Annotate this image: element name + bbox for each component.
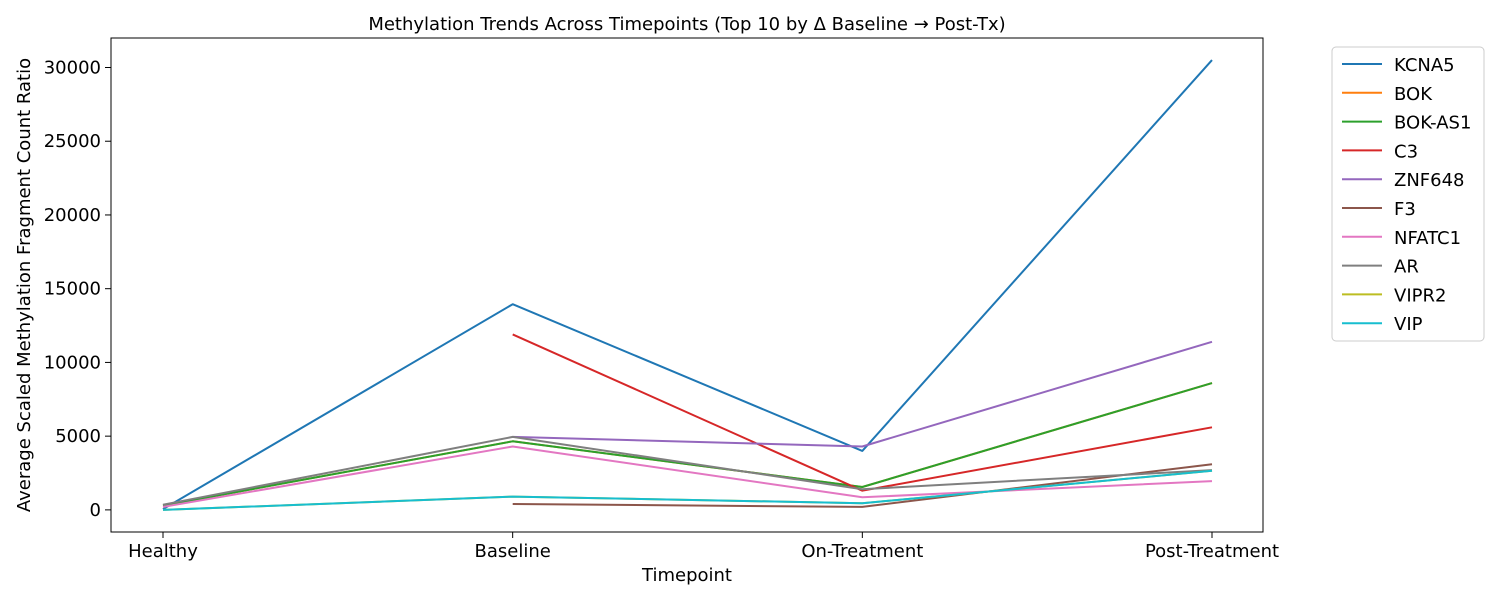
x-tick-label: Baseline bbox=[475, 541, 551, 562]
legend-label: BOK bbox=[1394, 84, 1433, 105]
legend-label: NFATC1 bbox=[1394, 228, 1461, 249]
y-tick-label: 10000 bbox=[44, 352, 101, 373]
legend-item: AR bbox=[1342, 257, 1419, 278]
legend-label: VIP bbox=[1394, 314, 1423, 335]
plot-frame bbox=[110, 37, 1264, 533]
legend-label: F3 bbox=[1394, 199, 1416, 220]
legend-item: NFATC1 bbox=[1342, 228, 1461, 249]
x-axis-title: Timepoint bbox=[641, 565, 732, 586]
y-tick-label: 30000 bbox=[44, 57, 101, 78]
legend-item: VIPR2 bbox=[1342, 285, 1446, 306]
y-axis: 0 5000 10000 15000 20000 25000 30000 bbox=[44, 57, 111, 521]
y-axis-title: Average Scaled Methylation Fragment Coun… bbox=[14, 58, 35, 512]
legend-label: KCNA5 bbox=[1394, 55, 1455, 76]
legend-box bbox=[1331, 46, 1485, 342]
legend-item: BOK bbox=[1342, 84, 1433, 105]
y-tick-label: 25000 bbox=[44, 131, 101, 152]
series-line-kcna5 bbox=[162, 59, 1213, 510]
legend-item: F3 bbox=[1342, 199, 1416, 220]
legend-label: VIPR2 bbox=[1394, 285, 1446, 306]
x-tick-label: Healthy bbox=[128, 541, 198, 562]
legend-item: VIP bbox=[1342, 314, 1423, 335]
x-axis: Healthy Baseline On-Treatment Post-Treatmen… bbox=[128, 532, 1279, 562]
legend-item: KCNA5 bbox=[1342, 55, 1455, 76]
y-tick-label: 5000 bbox=[55, 426, 101, 447]
legend-label: C3 bbox=[1394, 141, 1418, 162]
y-tick-label: 20000 bbox=[44, 205, 101, 226]
legend-item: C3 bbox=[1342, 141, 1418, 162]
x-tick-label: Post-Treatment bbox=[1145, 541, 1279, 562]
series-line-znf648 bbox=[512, 340, 1213, 448]
series-line-nfatc1 bbox=[162, 445, 1213, 508]
legend-item: BOK-AS1 bbox=[1342, 113, 1471, 134]
legend-label: BOK-AS1 bbox=[1394, 113, 1471, 134]
series-line-c3 bbox=[512, 333, 1213, 492]
chart-title: Methylation Trends Across Timepoints (To… bbox=[368, 14, 1005, 35]
series-line-vip bbox=[162, 469, 1213, 511]
legend-label: ZNF648 bbox=[1394, 170, 1465, 191]
legend-item: ZNF648 bbox=[1342, 170, 1465, 191]
series-line-bok bbox=[162, 382, 1213, 507]
series-line-bok-as1 bbox=[162, 382, 1213, 507]
legend-label: AR bbox=[1394, 257, 1419, 278]
y-tick-label: 0 bbox=[90, 500, 101, 521]
series-line-ar bbox=[162, 435, 1213, 506]
series-lines bbox=[162, 59, 1213, 511]
y-tick-label: 15000 bbox=[44, 279, 101, 300]
series-line-f3 bbox=[512, 463, 1213, 508]
x-tick-label: On-Treatment bbox=[801, 541, 923, 562]
legend: KCNA5 BOK BOK-AS1 C3 ZNF648 F3 NFATC1 AR VIPR2 VI… bbox=[1331, 46, 1485, 342]
